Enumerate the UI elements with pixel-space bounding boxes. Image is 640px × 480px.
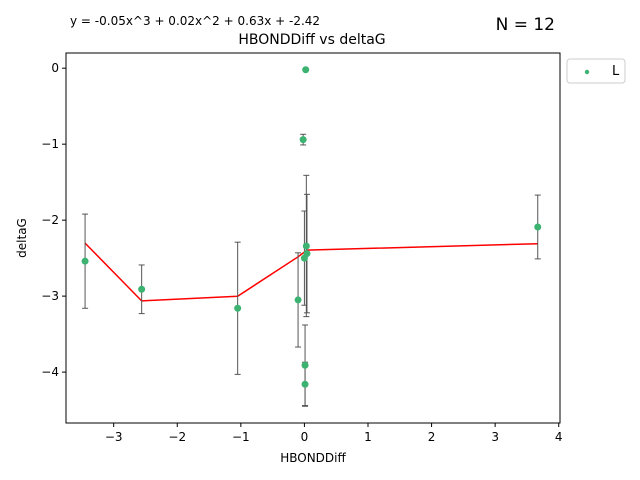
x-tick-label: 3 (491, 430, 499, 444)
legend-label: L (612, 64, 620, 79)
x-tick-label: 2 (428, 430, 436, 444)
chart-title: HBONDDiff vs deltaG (238, 32, 385, 48)
x-tick-label: 1 (364, 430, 372, 444)
x-tick-label: 0 (301, 430, 309, 444)
legend: L (566, 58, 626, 84)
data-point (301, 361, 309, 369)
x-axis-ticks: −3 −2 −1 0 1 2 3 4 (105, 423, 563, 444)
x-tick-label: −3 (105, 430, 123, 444)
y-tick-label: 0 (51, 61, 59, 75)
data-point (302, 242, 310, 250)
sample-count: N = 12 (496, 15, 555, 35)
y-tick-label: −2 (41, 213, 59, 227)
data-point (294, 296, 302, 304)
fit-equation: y = -0.05x^3 + 0.02x^2 + 0.63x + -2.42 (70, 14, 320, 28)
legend-marker (584, 69, 590, 75)
legend-box (566, 58, 626, 84)
data-point (303, 250, 311, 258)
x-tick-label: −2 (168, 430, 186, 444)
data-point (234, 304, 242, 312)
y-tick-label: −4 (41, 365, 59, 379)
data-point (534, 223, 542, 231)
axes-frame (65, 52, 561, 424)
x-tick-label: −1 (232, 430, 250, 444)
y-tick-label: −3 (41, 289, 59, 303)
data-point (299, 136, 307, 144)
plot-area (66, 53, 560, 423)
data-point (302, 66, 310, 74)
x-tick-label: 4 (555, 430, 563, 444)
y-axis-label: deltaG (15, 218, 29, 258)
data-point (138, 285, 146, 293)
data-point-layer (81, 66, 542, 388)
data-point (301, 380, 309, 388)
y-axis-ticks: 0 −1 −2 −3 −4 (41, 61, 66, 379)
y-tick-label: −1 (41, 137, 59, 151)
x-axis-label: HBONDDiff (280, 451, 346, 465)
data-point (81, 257, 89, 265)
